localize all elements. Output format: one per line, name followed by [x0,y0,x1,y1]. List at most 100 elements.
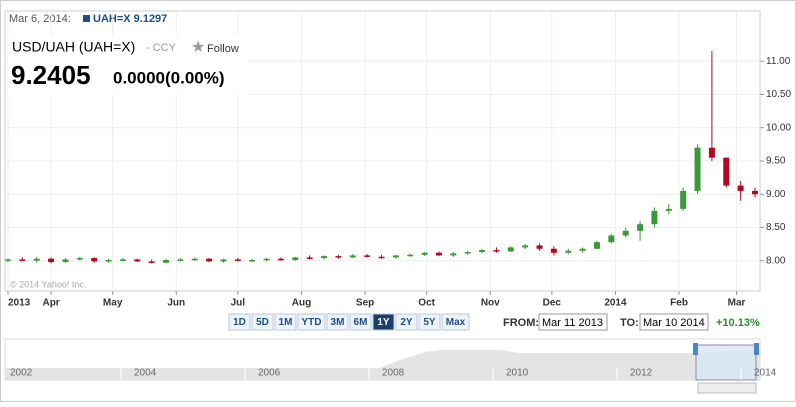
candle-body [665,208,672,211]
navigator-year: 2010 [506,368,529,379]
header-date: Mar 6, 2014: [9,13,71,25]
x-tick-label: Nov [481,298,500,309]
candle-body [450,253,457,256]
candle-body [392,255,399,258]
navigator-year: 2006 [258,368,281,379]
to-input[interactable] [639,313,709,331]
y-tick-label: 8.50 [766,222,786,233]
range-label[interactable]: 6M [354,317,368,328]
y-tick-label: 10.00 [766,122,791,133]
candle-body [163,260,170,263]
candle-body [19,259,26,261]
range-button[interactable] [326,313,349,331]
candle-body [76,258,83,260]
x-tick-label: Apr [42,298,59,309]
range-button[interactable] [228,313,251,331]
candle-body [608,235,615,243]
range-button[interactable] [297,313,326,331]
range-change: +10.13% [716,317,760,329]
scrollbar[interactable] [697,382,757,394]
navigator-handle[interactable] [693,343,698,355]
range-label[interactable]: 2Y [400,317,413,328]
candle-body [593,242,600,249]
from-value[interactable]: Mar 11 2013 [542,317,603,329]
candle-body [723,157,730,186]
candle-body [321,256,328,259]
candle-body [479,250,486,253]
range-label[interactable]: YTD [302,317,322,328]
candle-body [407,254,414,257]
range-button[interactable] [274,313,297,331]
range-button[interactable] [441,313,470,331]
candle-body [48,258,55,263]
range-button[interactable] [251,313,274,331]
x-tick-label: Feb [670,298,688,309]
candle-body [550,248,557,253]
y-tick-label: 9.50 [766,156,786,167]
navigator-area [5,350,760,380]
candle-body [421,252,428,255]
navigator-handle[interactable] [754,343,759,355]
range-button[interactable] [395,313,418,331]
candle-body [464,252,471,254]
y-tick-label: 11.00 [766,56,791,67]
x-tick-label: Mar [728,298,746,309]
candle-body [637,224,644,231]
range-label[interactable]: Max [446,317,466,328]
range-label[interactable]: 5Y [423,317,436,328]
range-label[interactable]: 1D [233,317,246,328]
x-tick-label: 2013 [8,298,31,309]
y-tick-label: 8.00 [766,255,786,266]
range-button[interactable] [372,313,395,331]
candle-body [522,245,529,248]
x-tick-label: May [103,298,123,309]
candle-body [680,190,687,209]
candle-body [91,258,98,262]
range-label[interactable]: 3M [331,317,345,328]
range-label[interactable]: 1Y [377,317,390,328]
candle-body [105,260,112,262]
from-input[interactable] [538,313,608,331]
change: 0.0000(0.00%) [113,68,225,87]
navigator-window[interactable] [695,344,757,381]
navigator-year: 2012 [630,368,653,379]
follow[interactable]: Follow [207,43,239,55]
range-label[interactable]: 5D [256,317,269,328]
candle-body [148,261,155,263]
candle-body [33,258,40,261]
candle-body [579,248,586,251]
legend-swatch [83,15,90,22]
candle-body [364,255,371,257]
price: 9.2405 [11,60,91,90]
candle-body [622,230,629,236]
candle-body [5,259,11,261]
x-tick-label: Dec [543,298,562,309]
candle-body [737,185,744,191]
legend-text: UAH=X 9.1297 [93,13,167,25]
navigator-year: 2004 [134,368,157,379]
range-button[interactable] [418,313,441,331]
navigator-year: 2014 [754,368,777,379]
candle-body [335,256,342,258]
y-tick-label: 9.00 [766,189,786,200]
follow-star[interactable]: ★ [191,39,205,56]
range-label[interactable]: 1M [279,317,293,328]
candle-body [651,210,658,225]
candle-body [349,255,356,258]
candle-body [249,260,256,262]
y-tick-label: 10.50 [766,89,791,100]
symbol: USD/UAH (UAH=X) [12,39,135,55]
candle-body [277,258,284,261]
to-value[interactable]: Mar 10 2014 [643,317,705,329]
x-tick-label: Aug [292,298,311,309]
from-label: FROM: [503,317,539,329]
range-button[interactable] [349,313,372,331]
candle-body [62,259,69,263]
candle-body [306,257,313,259]
candle-body [234,259,241,261]
x-tick-label: Jul [231,298,246,309]
candle-body [694,147,701,191]
candle-body [565,250,572,253]
to-label: TO: [620,317,639,329]
